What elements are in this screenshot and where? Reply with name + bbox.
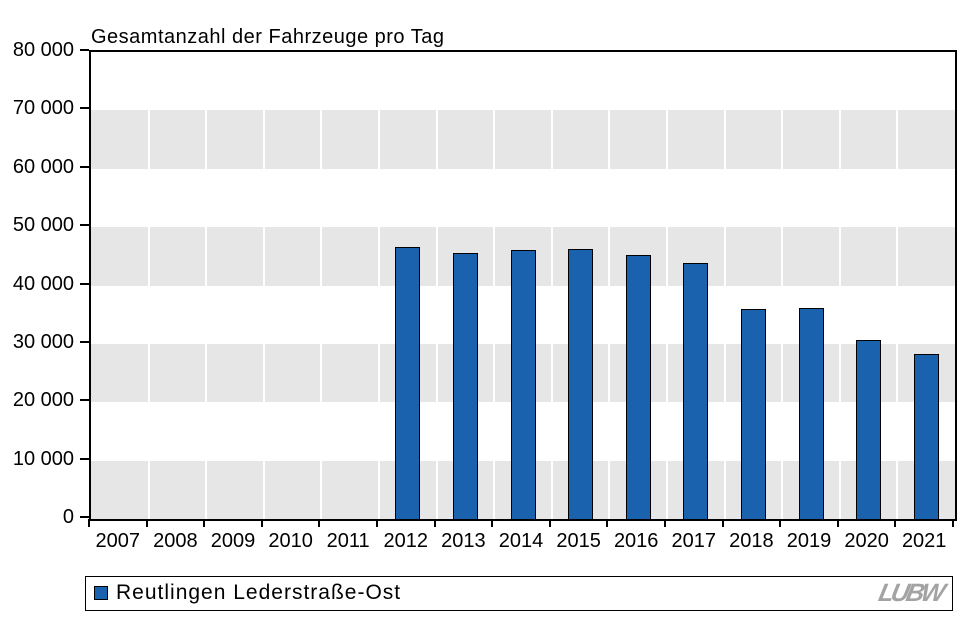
x-tick-mark (318, 519, 321, 527)
x-tick-mark (376, 519, 378, 527)
x-tick-label-2021: 2021 (901, 530, 947, 552)
x-tick-label-2011: 2011 (326, 530, 370, 552)
x-tick-mark (433, 519, 436, 527)
bar-2012 (395, 246, 421, 519)
x-tick-mark (779, 519, 782, 527)
y-tick-mark (80, 340, 89, 343)
x-tick-label-2015: 2015 (556, 530, 601, 552)
x-tick-label-2019: 2019 (786, 530, 832, 552)
x-tick-mark (491, 519, 494, 527)
y-tick-mark (80, 282, 89, 285)
category-separator (147, 52, 150, 519)
category-separator (262, 52, 265, 519)
x-tick-mark (952, 519, 954, 527)
bar-2019 (798, 307, 824, 519)
bar-2020 (856, 339, 882, 519)
y-tick-label-40000: 40 000 (12, 272, 74, 295)
x-tick-mark (836, 519, 839, 527)
category-separator (781, 52, 784, 519)
x-tick-label-2009: 2009 (210, 530, 256, 552)
category-separator (205, 52, 208, 519)
category-separator (550, 52, 553, 519)
legend-marker-swatch (94, 586, 108, 600)
x-tick-label-2012: 2012 (383, 530, 429, 552)
y-tick-mark (80, 49, 89, 51)
y-tick-label-80000: 80 000 (12, 39, 74, 61)
x-tick-label-2010: 2010 (268, 530, 313, 552)
chart-title: Gesamtanzahl der Fahrzeuge pro Tag (91, 26, 445, 48)
category-separator (493, 52, 496, 519)
category-separator (435, 52, 438, 519)
x-tick-mark (548, 519, 551, 527)
lubw-logo: LUBW (876, 579, 946, 607)
plot-area (89, 50, 957, 521)
bar-2018 (740, 308, 766, 519)
x-tick-mark (145, 519, 148, 527)
category-separator (608, 52, 611, 519)
bar-2013 (452, 252, 478, 519)
y-tick-label-20000: 20 000 (12, 389, 74, 412)
bar-2021 (913, 354, 939, 519)
x-tick-mark (664, 519, 666, 527)
category-separator (666, 52, 668, 519)
y-tick-label-50000: 50 000 (12, 214, 74, 237)
bar-2015 (568, 248, 594, 519)
x-tick-mark (260, 519, 263, 527)
x-tick-mark (606, 519, 609, 527)
x-tick-label-2008: 2008 (153, 530, 198, 552)
y-tick-label-0: 0 (62, 506, 74, 528)
band-0 (91, 52, 955, 111)
x-tick-label-2018: 2018 (729, 530, 774, 552)
y-tick-mark (80, 516, 89, 518)
y-tick-mark (80, 165, 89, 168)
bar-2016 (625, 254, 651, 519)
y-tick-label-70000: 70 000 (12, 97, 74, 120)
x-tick-label-2007: 2007 (95, 530, 141, 552)
x-tick-label-2017: 2017 (671, 530, 717, 552)
legend: Reutlingen Lederstraße-Ost LUBW (85, 576, 953, 611)
category-separator (838, 52, 841, 519)
x-tick-mark (894, 519, 897, 527)
y-tick-mark (80, 224, 89, 227)
x-tick-mark (203, 519, 206, 527)
y-tick-label-10000: 10 000 (12, 447, 74, 470)
y-tick-mark (80, 457, 89, 460)
bar-2014 (510, 250, 536, 519)
x-tick-mark (721, 519, 724, 527)
category-separator (723, 52, 726, 519)
x-tick-label-2016: 2016 (613, 530, 659, 552)
x-tick-label-2020: 2020 (844, 530, 889, 552)
y-tick-label-60000: 60 000 (12, 155, 74, 178)
category-separator (896, 52, 899, 519)
y-tick-label-30000: 30 000 (12, 330, 74, 353)
band-1 (91, 110, 955, 169)
category-separator (320, 52, 323, 519)
band-2 (91, 168, 955, 228)
bar-2017 (683, 263, 709, 519)
y-tick-mark (80, 399, 89, 402)
legend-series-label: Reutlingen Lederstraße-Ost (116, 581, 402, 604)
x-tick-mark (88, 519, 90, 527)
x-tick-label-2014: 2014 (498, 530, 544, 552)
x-tick-label-2013: 2013 (441, 530, 486, 552)
category-separator (378, 52, 380, 519)
y-tick-mark (80, 107, 89, 110)
